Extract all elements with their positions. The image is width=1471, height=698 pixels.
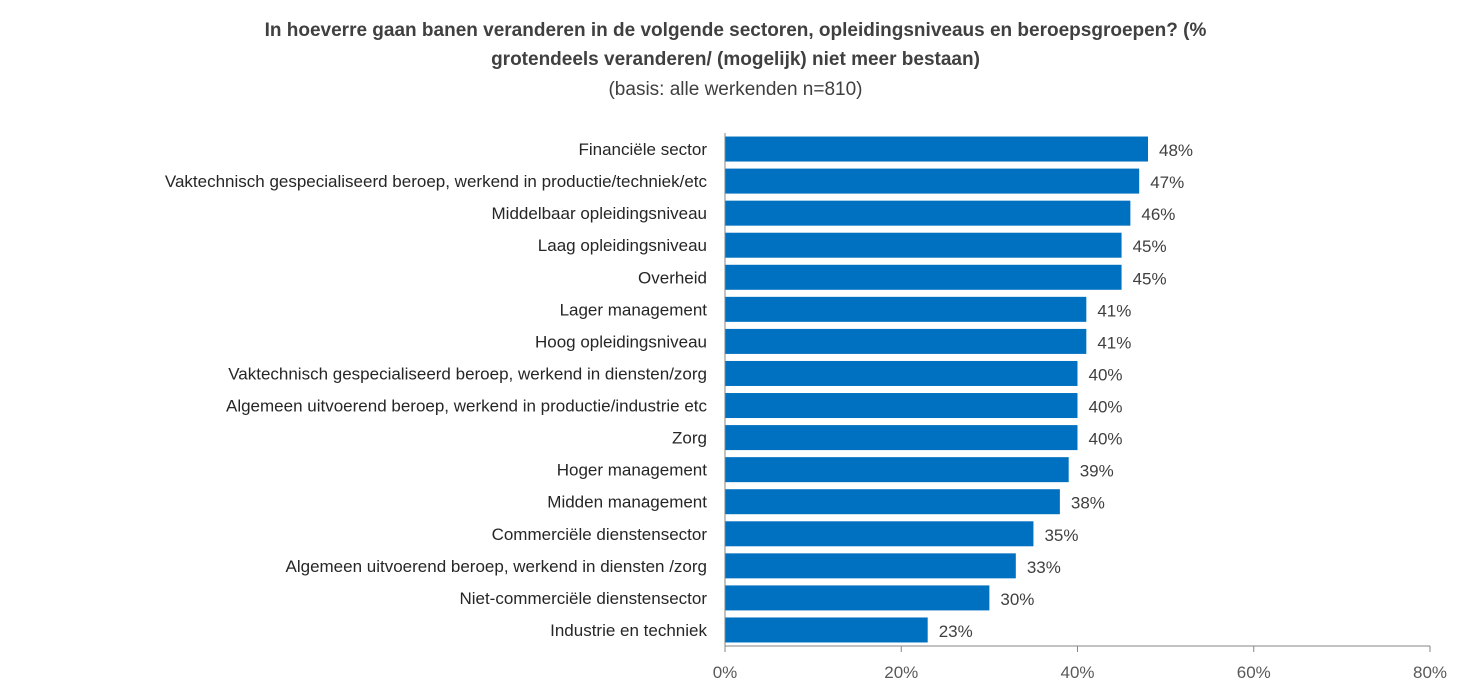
value-label-5: 41% bbox=[1097, 301, 1131, 320]
category-label-2: Middelbaar opleidingsniveau bbox=[492, 204, 707, 223]
bar-10 bbox=[725, 457, 1069, 483]
bar-0 bbox=[725, 136, 1148, 162]
value-label-11: 38% bbox=[1071, 494, 1105, 513]
bar-5 bbox=[725, 296, 1087, 322]
bar-12 bbox=[725, 521, 1034, 547]
category-label-12: Commerciële dienstensector bbox=[492, 525, 708, 544]
value-label-14: 30% bbox=[1000, 590, 1034, 609]
bar-13 bbox=[725, 553, 1016, 579]
x-tick-label-3: 60% bbox=[1237, 663, 1271, 682]
bar-8 bbox=[725, 393, 1078, 419]
value-label-0: 48% bbox=[1159, 141, 1193, 160]
x-tick-label-0: 0% bbox=[713, 663, 738, 682]
bar-15 bbox=[725, 617, 928, 643]
bar-1 bbox=[725, 168, 1140, 194]
category-label-10: Hoger management bbox=[557, 461, 708, 480]
bar-3 bbox=[725, 232, 1122, 258]
value-label-13: 33% bbox=[1027, 558, 1061, 577]
bar-14 bbox=[725, 585, 990, 611]
value-label-15: 23% bbox=[939, 622, 973, 641]
x-tick-label-4: 80% bbox=[1413, 663, 1447, 682]
category-label-5: Lager management bbox=[560, 300, 708, 319]
category-label-13: Algemeen uitvoerend beroep, werkend in d… bbox=[286, 557, 708, 576]
x-axis: 0% 20% 40% 60% 80% bbox=[713, 133, 1447, 682]
bar-6 bbox=[725, 328, 1087, 354]
category-label-11: Midden management bbox=[547, 493, 707, 512]
category-label-3: Laag opleidingsniveau bbox=[538, 236, 707, 255]
value-label-4: 45% bbox=[1133, 269, 1167, 288]
category-label-8: Algemeen uitvoerend beroep, werkend in p… bbox=[226, 397, 708, 416]
category-label-14: Niet-commerciële dienstensector bbox=[459, 589, 707, 608]
value-label-7: 40% bbox=[1089, 365, 1123, 384]
bar-2 bbox=[725, 200, 1131, 226]
x-tick-label-1: 20% bbox=[884, 663, 918, 682]
bar-4 bbox=[725, 264, 1122, 290]
value-label-1: 47% bbox=[1150, 173, 1184, 192]
bar-9 bbox=[725, 425, 1078, 451]
category-label-7: Vaktechnisch gespecialiseerd beroep, wer… bbox=[228, 364, 707, 383]
value-label-9: 40% bbox=[1089, 430, 1123, 449]
value-label-2: 46% bbox=[1141, 205, 1175, 224]
chart-subtitle: (basis: alle werkenden n=810) bbox=[608, 79, 863, 100]
value-label-3: 45% bbox=[1133, 237, 1167, 256]
value-label-8: 40% bbox=[1089, 398, 1123, 417]
chart-title: In hoeverre gaan banen veranderen in de … bbox=[0, 16, 1471, 104]
category-label-9: Zorg bbox=[672, 429, 707, 448]
category-label-1: Vaktechnisch gespecialiseerd beroep, wer… bbox=[165, 172, 708, 191]
bar-7 bbox=[725, 360, 1078, 386]
chart-title-line-1: In hoeverre gaan banen veranderen in de … bbox=[264, 20, 1207, 41]
value-label-6: 41% bbox=[1097, 333, 1131, 352]
chart-title-line-2: grotendeels veranderen/ (mogelijk) niet … bbox=[491, 49, 980, 70]
bar-11 bbox=[725, 489, 1060, 515]
category-label-0: Financiële sector bbox=[578, 140, 707, 159]
category-label-15: Industrie en techniek bbox=[550, 621, 707, 640]
value-label-10: 39% bbox=[1080, 462, 1114, 481]
value-label-12: 35% bbox=[1044, 526, 1078, 545]
x-tick-label-2: 40% bbox=[1060, 663, 1094, 682]
category-label-4: Overheid bbox=[638, 268, 707, 287]
bars-group: Financiële sector 48% Vaktechnisch gespeci… bbox=[165, 136, 1193, 643]
category-label-6: Hoog opleidingsniveau bbox=[535, 332, 707, 351]
